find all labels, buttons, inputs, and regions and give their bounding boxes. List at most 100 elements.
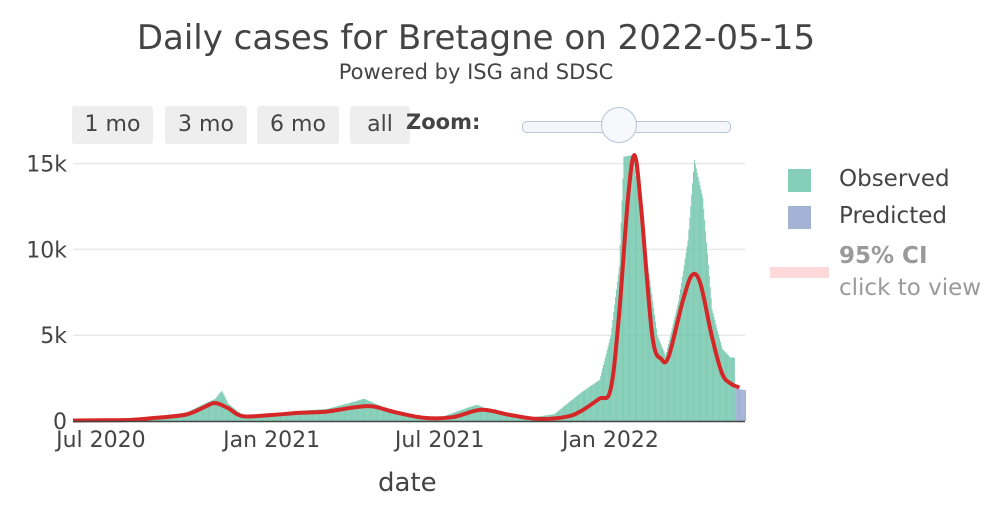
predicted-bar <box>741 389 743 421</box>
observed-bar <box>305 410 307 421</box>
observed-bar <box>477 405 479 421</box>
observed-bar <box>706 253 708 421</box>
observed-bar <box>602 368 604 421</box>
observed-bar <box>282 412 284 421</box>
observed-bar <box>559 409 561 421</box>
observed-bar <box>636 183 638 421</box>
range-button-all[interactable]: all <box>350 106 410 144</box>
observed-bar <box>279 413 281 421</box>
observed-bar <box>267 414 269 421</box>
observed-bar <box>340 405 342 421</box>
observed-bar <box>649 280 651 421</box>
observed-bar <box>404 413 406 421</box>
observed-bar <box>729 356 731 421</box>
observed-bar <box>226 400 228 421</box>
observed-bar <box>291 411 293 421</box>
observed-bar <box>518 417 520 421</box>
observed-bar <box>412 415 414 421</box>
observed-bar <box>656 335 658 421</box>
observed-bar <box>349 402 351 421</box>
predicted-bar <box>742 389 744 421</box>
y-tick-label: 0 <box>53 410 67 435</box>
observed-bar <box>212 399 214 421</box>
observed-bar <box>642 232 644 421</box>
observed-bar <box>384 407 386 421</box>
observed-bar <box>710 298 712 421</box>
observed-bar <box>311 409 313 421</box>
observed-bar <box>683 264 685 421</box>
observed-bar <box>388 408 390 421</box>
observed-bar <box>362 398 364 421</box>
bars <box>73 155 746 422</box>
observed-bar <box>513 416 515 421</box>
chart-subtitle: Powered by ISG and SDSC <box>338 60 614 84</box>
observed-bar <box>351 402 353 421</box>
range-button-6mo[interactable]: 6 mo <box>257 106 339 144</box>
observed-bar <box>694 164 696 421</box>
observed-bar <box>216 396 218 421</box>
predicted-swatch <box>788 206 811 229</box>
legend-label-ci: 95% CI <box>839 243 928 269</box>
observed-bar <box>218 393 220 421</box>
observed-bar <box>189 410 191 421</box>
observed-bar <box>497 414 499 421</box>
observed-bar <box>661 346 663 421</box>
observed-bar <box>296 411 298 421</box>
observed-bar <box>504 415 506 421</box>
observed-bar <box>561 408 563 421</box>
observed-bar <box>640 211 642 421</box>
observed-bar <box>499 414 501 421</box>
observed-bar <box>266 414 268 421</box>
observed-bar <box>624 156 626 422</box>
observed-bar <box>628 155 630 421</box>
observed-bar <box>573 398 575 421</box>
observed-bar <box>204 403 206 421</box>
observed-bar <box>284 412 286 421</box>
observed-bar <box>199 406 201 421</box>
observed-bar <box>396 411 398 421</box>
observed-bar <box>301 410 303 421</box>
observed-bar <box>331 407 333 421</box>
range-button-3mo[interactable]: 3 mo <box>165 106 247 144</box>
observed-bar <box>650 287 652 421</box>
observed-bar <box>577 394 579 421</box>
observed-bar <box>200 405 202 421</box>
observed-bar <box>693 160 695 422</box>
observed-bar <box>206 402 208 421</box>
observed-bar <box>329 408 331 421</box>
observed-bar <box>409 415 411 421</box>
observed-bar <box>622 178 624 421</box>
observed-bar <box>289 412 291 421</box>
observed-bar <box>516 417 518 421</box>
observed-bar <box>719 338 721 421</box>
observed-bar <box>355 401 357 421</box>
observed-bar <box>224 396 226 421</box>
observed-bar <box>581 391 583 421</box>
observed-bar <box>262 414 264 421</box>
observed-bar <box>330 407 332 421</box>
observed-bar <box>338 405 340 421</box>
observed-bar <box>687 240 689 421</box>
observed-bar <box>358 400 360 421</box>
observed-bar <box>626 156 628 421</box>
observed-bar <box>721 348 723 421</box>
observed-bar <box>718 334 720 421</box>
observed-bar <box>390 409 392 421</box>
observed-bar <box>732 357 734 421</box>
x-tick-label: Jul 2021 <box>393 428 485 453</box>
predicted-bar <box>736 388 738 421</box>
observed-bar <box>322 409 324 421</box>
observed-bar <box>503 415 505 421</box>
observed-bar <box>519 417 521 421</box>
range-button-1mo[interactable]: 1 mo <box>72 106 153 144</box>
zoom-slider-handle[interactable] <box>601 107 637 143</box>
observed-bar <box>286 412 288 421</box>
observed-bar <box>320 409 322 421</box>
observed-bar <box>264 414 266 421</box>
observed-bar <box>632 155 634 421</box>
observed-bar <box>318 409 320 421</box>
observed-bar <box>364 399 366 421</box>
observed-bar <box>225 398 227 421</box>
observed-bar <box>577 395 578 421</box>
observed-bar <box>374 403 376 421</box>
